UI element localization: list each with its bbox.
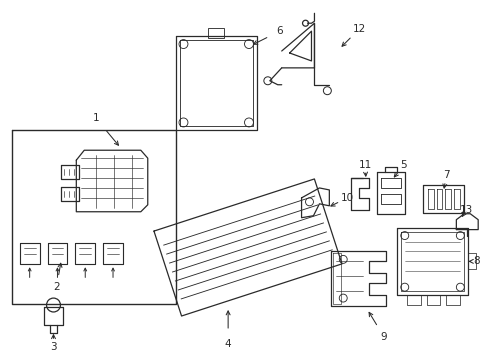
Text: 5: 5	[400, 160, 407, 170]
Bar	[208, 28, 224, 38]
Text: 12: 12	[352, 24, 366, 34]
Text: 3: 3	[50, 342, 57, 352]
Text: 4: 4	[225, 339, 231, 349]
Text: 8: 8	[473, 256, 480, 266]
Text: 6: 6	[276, 26, 283, 36]
Text: 2: 2	[53, 282, 60, 292]
Text: 11: 11	[359, 160, 372, 170]
Text: 1: 1	[93, 113, 99, 123]
Text: 9: 9	[381, 332, 387, 342]
Text: 13: 13	[460, 205, 473, 215]
Text: 10: 10	[341, 193, 354, 203]
Text: 7: 7	[443, 170, 450, 180]
